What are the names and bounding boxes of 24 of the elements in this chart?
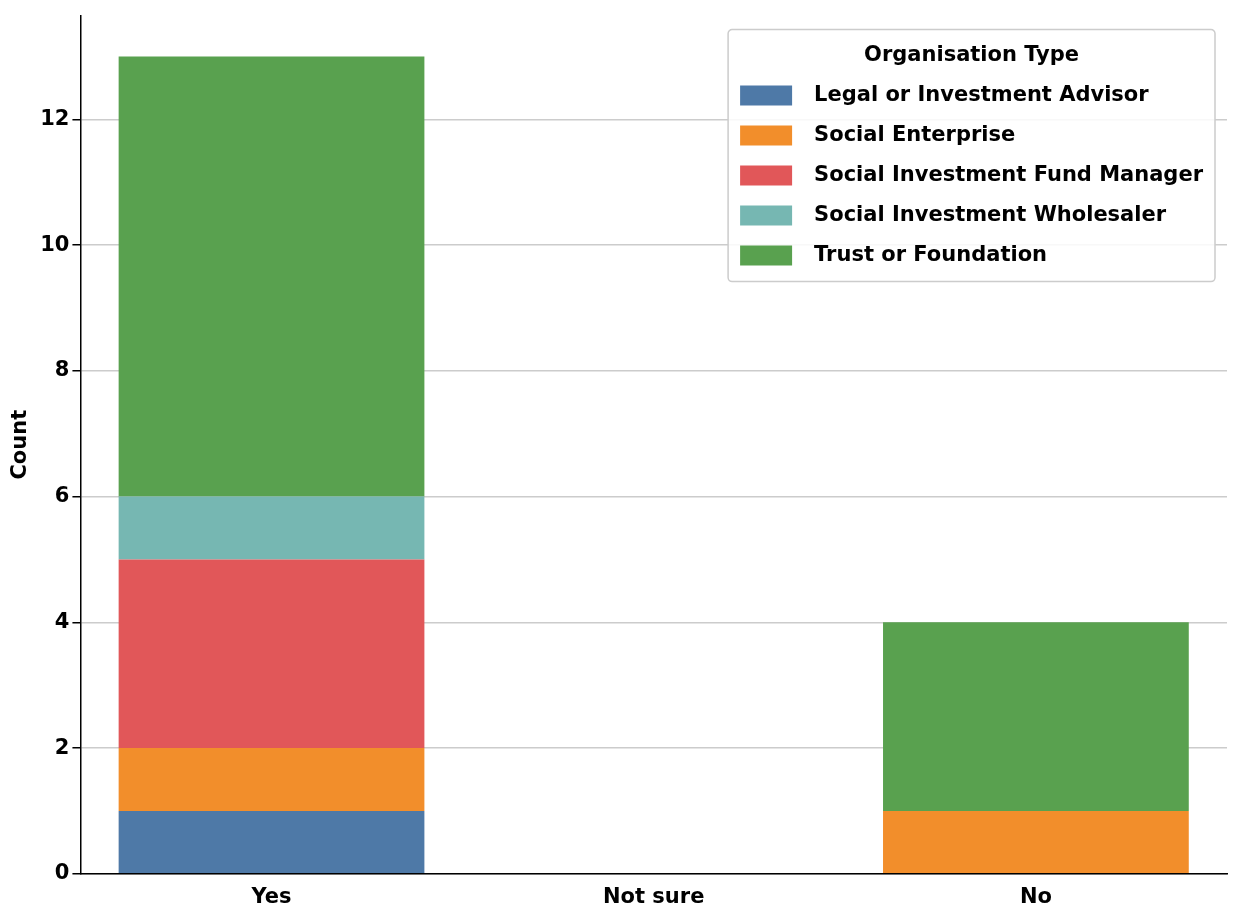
y-tick-label: 6 (54, 483, 70, 508)
y-tick-label: 10 (40, 231, 70, 256)
legend-label: Legal or Investment Advisor (814, 82, 1150, 107)
y-tick-label: 12 (40, 105, 70, 130)
bar (883, 810, 1189, 874)
y-axis-title: Count (7, 409, 32, 480)
legend-label: Trust or Foundation (814, 242, 1048, 267)
x-tick-label: Not sure (603, 883, 705, 908)
y-tick-label: 8 (54, 357, 70, 382)
bar (118, 748, 425, 811)
legend-label: Social Investment Wholesaler (814, 202, 1167, 227)
y-tick-label: 0 (54, 860, 70, 885)
x-tick-label: No (1019, 883, 1052, 908)
bar (118, 56, 425, 497)
bar (118, 810, 425, 874)
bar (118, 496, 425, 560)
y-tick-label: 2 (54, 734, 70, 759)
legend-label: Social Enterprise (814, 122, 1016, 147)
x-tick-label: Yes (250, 883, 292, 908)
legend-title: Organisation Type (864, 42, 1080, 67)
bar (118, 559, 425, 749)
bar (883, 622, 1189, 811)
legend-label: Social Investment Fund Manager (814, 162, 1204, 187)
y-tick-label: 4 (54, 608, 70, 633)
